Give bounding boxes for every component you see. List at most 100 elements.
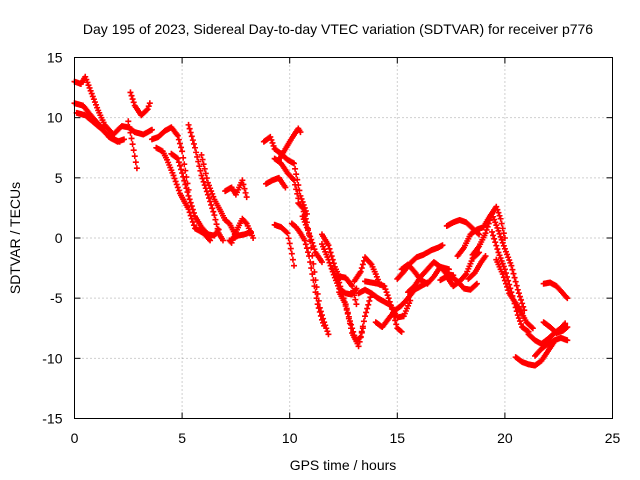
data-point: [90, 96, 97, 103]
data-point: [146, 100, 153, 107]
data-point: [508, 262, 515, 269]
data-point: [513, 282, 520, 289]
data-point: [200, 161, 207, 168]
y-tick-label: 10: [47, 110, 63, 126]
data-point: [514, 286, 521, 293]
data-point: [345, 313, 352, 320]
data-point: [287, 245, 294, 252]
data-point: [499, 225, 506, 232]
data-point: [127, 89, 134, 96]
y-tick-label: 15: [47, 50, 63, 66]
data-point: [515, 315, 522, 322]
data-point: [358, 329, 365, 336]
data-point: [211, 212, 218, 219]
data-point: [213, 221, 220, 228]
data-point: [506, 257, 513, 264]
data-point: [174, 132, 181, 139]
data-point: [198, 151, 205, 158]
data-point: [307, 233, 314, 240]
data-point: [187, 212, 194, 219]
data-point: [344, 309, 351, 316]
data-point: [269, 139, 276, 146]
data-point: [180, 173, 187, 180]
data-point: [173, 154, 180, 161]
data-point: [519, 300, 526, 307]
data-point: [148, 126, 155, 133]
data-point: [300, 208, 307, 215]
data-point: [82, 73, 89, 80]
data-point: [206, 182, 212, 189]
x-tick-label: 0: [71, 430, 79, 446]
data-point: [132, 159, 139, 166]
data-point: [562, 320, 569, 327]
data-point: [512, 278, 519, 285]
x-axis-label: GPS time / hours: [290, 457, 397, 473]
data-point: [247, 228, 254, 235]
data-point: [486, 217, 493, 224]
data-point: [94, 104, 101, 111]
data-point: [207, 237, 214, 244]
x-tick-label: 15: [390, 430, 406, 446]
data-point: [289, 256, 296, 263]
data-point: [564, 324, 571, 331]
data-point: [93, 101, 100, 108]
data-point: [144, 106, 151, 113]
y-tick-label: -10: [42, 350, 62, 366]
data-point: [239, 177, 246, 184]
data-point: [387, 302, 394, 309]
data-point: [210, 193, 217, 200]
data-point: [176, 140, 183, 147]
data-point: [496, 230, 503, 237]
data-point: [308, 236, 315, 243]
data-point: [336, 279, 343, 286]
data-point: [520, 303, 527, 310]
data-point: [492, 239, 499, 246]
x-tick-labels: 0 5 10 15 20 25: [71, 430, 621, 446]
data-point: [128, 92, 135, 99]
data-point: [350, 328, 357, 335]
data-point: [133, 165, 140, 172]
data-point: [190, 140, 197, 147]
data-point: [204, 179, 211, 186]
data-point: [445, 266, 452, 273]
data-point: [292, 165, 299, 172]
data-point: [504, 251, 511, 258]
data-point: [301, 218, 308, 225]
data-point: [181, 177, 188, 184]
data-point: [490, 232, 497, 239]
data-point: [491, 216, 498, 223]
x-tick-label: 5: [178, 430, 186, 446]
data-point: [202, 170, 209, 177]
data-point: [325, 242, 332, 249]
data-point: [308, 265, 315, 272]
data-point: [318, 312, 325, 319]
data-point: [529, 325, 536, 332]
data-point: [193, 149, 200, 156]
data-point: [501, 235, 508, 241]
data-point: [312, 277, 319, 284]
data-point: [83, 76, 90, 83]
data-point: [299, 213, 306, 220]
data-point: [291, 160, 298, 167]
data-point: [358, 265, 365, 272]
data-point: [353, 301, 360, 308]
data-point: [490, 213, 497, 220]
y-tick-label: 5: [55, 170, 63, 186]
data-point: [190, 209, 197, 216]
data-point: [179, 170, 186, 177]
data-point: [130, 147, 137, 154]
data-point: [495, 249, 502, 256]
data-point: [250, 235, 257, 241]
data-point: [198, 172, 205, 179]
data-point: [504, 283, 511, 290]
data-point: [288, 250, 295, 257]
data-point: [492, 219, 499, 226]
data-point: [356, 338, 363, 345]
data-point: [184, 189, 191, 196]
data-points: [71, 73, 571, 369]
data-point: [310, 243, 317, 250]
data-point: [502, 280, 509, 287]
data-point: [307, 259, 314, 266]
data-point: [510, 270, 517, 277]
data-point: [497, 215, 504, 222]
